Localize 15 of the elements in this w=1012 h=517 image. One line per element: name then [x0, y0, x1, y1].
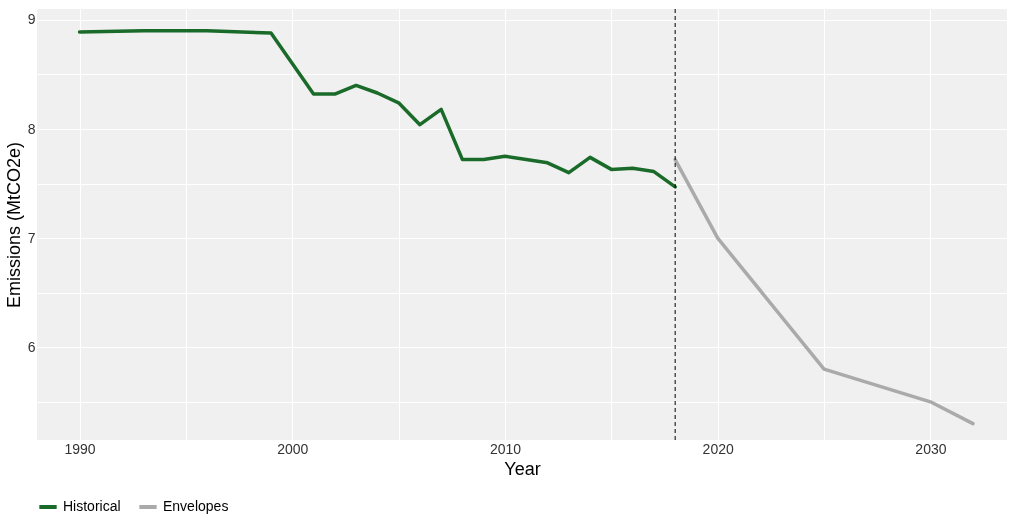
- x-axis-title: Year: [504, 458, 541, 479]
- y-axis-title: Emissions (MtCO2e): [3, 141, 24, 309]
- y-tick-label: 9: [27, 11, 36, 28]
- line-series: [77, 29, 677, 189]
- y-tick-label: 6: [27, 338, 36, 355]
- x-tick-label: 2030: [915, 440, 947, 457]
- legend-label: Envelopes: [163, 498, 229, 514]
- x-tick-label: 1990: [64, 440, 96, 457]
- line-series: [673, 157, 975, 426]
- legend-label: Historical: [63, 498, 121, 514]
- y-tick-label: 8: [27, 120, 36, 137]
- x-tick-label: 2020: [702, 440, 734, 457]
- x-tick-label: 2010: [489, 440, 522, 457]
- x-tick-label: 2000: [277, 440, 309, 457]
- y-tick-label: 7: [27, 229, 36, 246]
